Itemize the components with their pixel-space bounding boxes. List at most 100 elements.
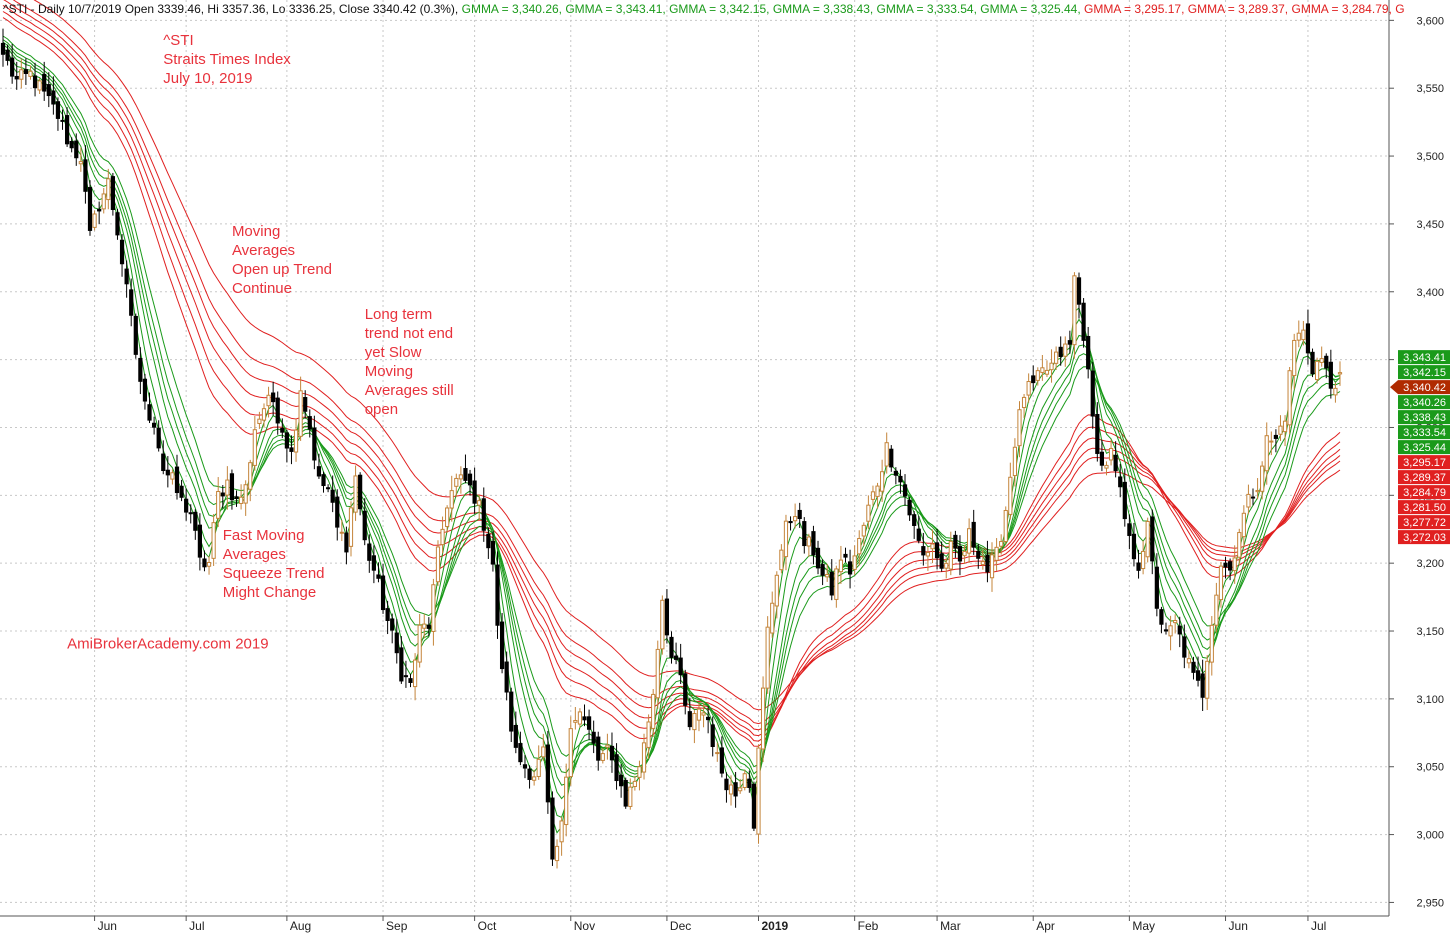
candle-body [962, 550, 967, 557]
annotation-line: Squeeze Trend [223, 565, 325, 582]
candle-body [83, 159, 88, 192]
x-tick-label: Jun [1229, 919, 1248, 933]
candle-body [42, 73, 47, 92]
candle-body [925, 552, 931, 557]
candles-group [0, 28, 1343, 869]
annotation-line: trend not end [365, 325, 453, 342]
candle-body [303, 397, 308, 412]
candle-body [129, 289, 134, 316]
candle-body [1086, 335, 1091, 370]
candle-body [1026, 381, 1031, 396]
candle-body [747, 778, 752, 788]
candle-body [1076, 277, 1082, 305]
y-tick-label: 3,100 [1416, 694, 1444, 706]
candle-body [614, 754, 619, 782]
candle-body [1292, 339, 1297, 377]
candle-body [28, 70, 33, 77]
candle-body [815, 547, 821, 569]
candle-body [78, 161, 83, 165]
annotation-line: July 10, 2019 [163, 70, 252, 87]
price-tag-label: 3,342.15 [1403, 367, 1446, 379]
price-tag-label: 3,340.42 [1403, 382, 1446, 394]
candle-body [660, 599, 665, 650]
candle-body [472, 480, 477, 504]
annotation-line: yet Slow [365, 344, 422, 361]
candle-body [243, 484, 248, 504]
candle-body [335, 496, 340, 528]
header-gmma-0: GMMA = 3,340.26, [462, 2, 566, 16]
candle-body [184, 498, 189, 513]
candle-body [696, 708, 702, 721]
price-tag-label: 3,333.54 [1403, 427, 1446, 439]
gmma-short-line-12 [2, 39, 1341, 775]
candle-body [23, 69, 28, 74]
candle-body [481, 498, 486, 531]
candle-body [847, 561, 853, 575]
candle-body [687, 711, 692, 728]
x-tick-label: Dec [670, 919, 691, 933]
price-tag-label: 3,343.41 [1403, 352, 1446, 364]
candle-body [852, 555, 857, 570]
price-tag-box [1398, 410, 1450, 425]
candle-body [857, 537, 862, 555]
header-gmma-5: GMMA = 3,325.44, [980, 2, 1084, 16]
candle-body [367, 543, 372, 561]
x-tick-label: Nov [574, 919, 595, 933]
candle-body [967, 528, 972, 554]
annotation-line: Moving [232, 223, 280, 240]
candle-body [1200, 673, 1205, 698]
candle-body [678, 657, 683, 676]
candle-body [5, 49, 10, 61]
candle-body [554, 845, 560, 862]
price-tag-label: 3,325.44 [1403, 442, 1446, 454]
candle-body [1209, 624, 1214, 663]
candle-body [907, 499, 912, 516]
candle-body [513, 724, 518, 748]
y-tick-label: 3,500 [1416, 151, 1444, 163]
header-gmma-4: GMMA = 3,333.54, [877, 2, 981, 16]
candle-body [1246, 493, 1251, 508]
candle-body [440, 528, 445, 546]
x-tick-label: Oct [478, 919, 497, 933]
candle-body [724, 778, 729, 791]
candle-body [1173, 619, 1178, 624]
candle-body [591, 731, 596, 744]
candle-body [1159, 609, 1164, 625]
candle-body [225, 479, 230, 496]
candle-body [499, 621, 505, 670]
x-tick-label: 2019 [761, 919, 788, 933]
candle-body [760, 687, 766, 750]
candle-body [321, 474, 326, 487]
candle-body [161, 453, 166, 472]
candle-body [628, 786, 633, 807]
candle-body [1186, 658, 1192, 664]
candle-body [385, 608, 390, 621]
candle-body [1260, 465, 1265, 492]
price-tag-box [1398, 515, 1450, 530]
annotation-1: Moving Averages Open up Trend Continue [232, 223, 332, 297]
price-tag-label: 3,284.79 [1403, 487, 1446, 499]
candle-body [1150, 516, 1155, 562]
candle-body [1067, 340, 1072, 345]
candle-body [51, 90, 56, 105]
candle-body [133, 315, 138, 355]
candle-body [728, 784, 734, 795]
candle-body [422, 623, 427, 629]
candle-body [586, 716, 592, 730]
candle-body [568, 728, 573, 778]
candle-body [770, 602, 775, 634]
candle-body [229, 473, 235, 501]
candle-body [1008, 476, 1013, 515]
candle-body [829, 571, 834, 596]
candle-body [1228, 561, 1233, 571]
candle-body [902, 484, 908, 497]
candle-body [1145, 520, 1150, 558]
price-tag-box [1398, 425, 1450, 440]
candle-body [399, 647, 404, 682]
y-tick-label: 3,050 [1416, 762, 1444, 774]
candle-body [1113, 454, 1118, 472]
price-tag-label: 3,277.72 [1403, 517, 1446, 529]
candle-body [390, 618, 395, 631]
candle-body [783, 520, 789, 558]
candle-body [1255, 489, 1260, 493]
